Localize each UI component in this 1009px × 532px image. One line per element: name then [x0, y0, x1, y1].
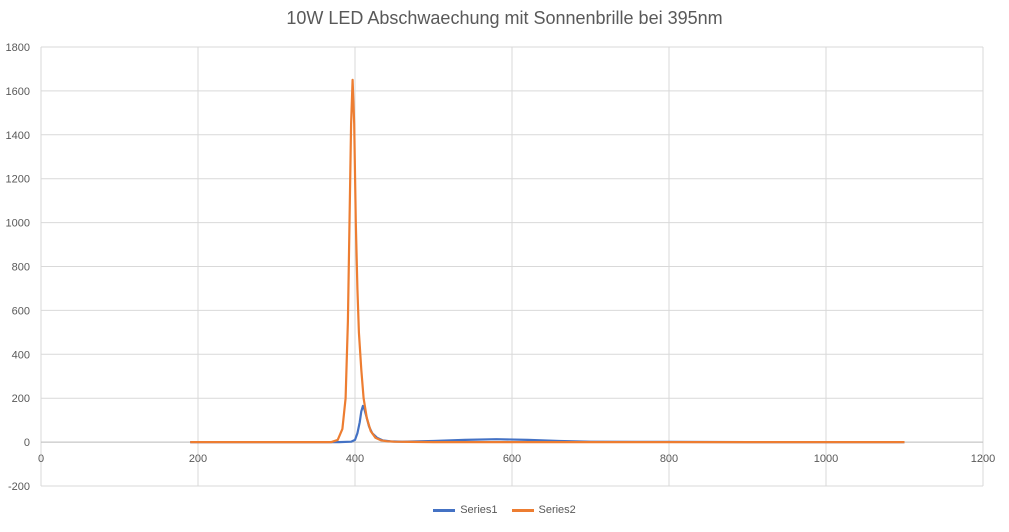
y-tick-label: 400: [12, 349, 30, 361]
legend-label-series1: Series1: [460, 504, 498, 516]
x-tick-label: 1000: [814, 453, 838, 465]
series-line-series1: [190, 404, 905, 444]
legend-item-series2: Series2: [511, 504, 576, 516]
x-tick-label: 0: [38, 453, 44, 465]
x-tick-label: 800: [660, 453, 678, 465]
y-tick-label: 1000: [6, 218, 30, 230]
y-tick-label: -200: [8, 481, 30, 493]
legend-swatch-series2: [511, 508, 534, 512]
y-tick-label: 1200: [6, 174, 30, 186]
legend: Series1 Series2: [0, 504, 1009, 516]
y-tick-label: 600: [12, 305, 30, 317]
series-line-series2: [190, 78, 905, 444]
y-tick-label: 800: [12, 262, 30, 274]
legend-item-series1: Series1: [433, 504, 498, 516]
x-tick-label: 200: [189, 453, 207, 465]
chart-title: 10W LED Abschwaechung mit Sonnenbrille b…: [286, 8, 723, 28]
legend-swatch-series1: [433, 508, 456, 512]
y-tick-label: 1800: [6, 42, 30, 54]
y-tick-label: 1600: [6, 86, 30, 98]
y-tick-label: 0: [24, 437, 30, 449]
y-tick-label: 1400: [6, 130, 30, 142]
x-tick-label: 400: [346, 453, 364, 465]
x-tick-label: 1200: [971, 453, 995, 465]
legend-label-series2: Series2: [538, 504, 576, 516]
y-tick-label: 200: [12, 393, 30, 405]
x-tick-label: 600: [503, 453, 521, 465]
